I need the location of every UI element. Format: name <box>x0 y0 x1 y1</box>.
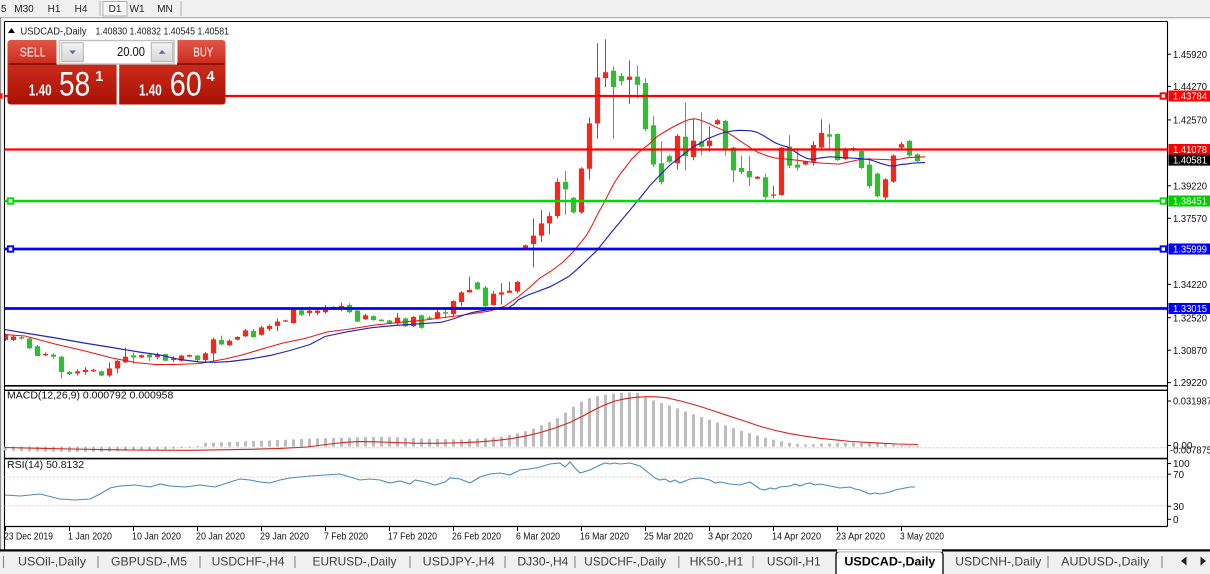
svg-text:10 Jan 2020: 10 Jan 2020 <box>132 532 181 543</box>
svg-text:1.37570: 1.37570 <box>1173 214 1207 225</box>
svg-text:EURUSD-,Daily: EURUSD-,Daily <box>313 555 397 569</box>
svg-text:0: 0 <box>1173 515 1179 526</box>
svg-text:58: 58 <box>59 66 90 104</box>
svg-text:DJ30-,H4: DJ30-,H4 <box>517 555 568 569</box>
svg-text:USDCAD-,Daily: USDCAD-,Daily <box>844 555 935 569</box>
svg-text:60: 60 <box>170 66 202 104</box>
svg-text:29 Jan 2020: 29 Jan 2020 <box>260 532 309 543</box>
svg-text:USDCNH-,Daily: USDCNH-,Daily <box>955 555 1041 569</box>
svg-text:3 May 2020: 3 May 2020 <box>900 532 944 543</box>
svg-text:100: 100 <box>1173 459 1190 470</box>
svg-text:USOil-,H1: USOil-,H1 <box>767 555 821 569</box>
svg-text:26 Feb 2020: 26 Feb 2020 <box>452 532 501 543</box>
svg-text:0.00: 0.00 <box>1173 441 1193 452</box>
svg-text:5: 5 <box>1 4 7 15</box>
svg-text:1 Jan 2020: 1 Jan 2020 <box>68 532 112 543</box>
svg-text:1.29220: 1.29220 <box>1173 378 1207 389</box>
svg-text:16 Mar 2020: 16 Mar 2020 <box>580 532 629 543</box>
svg-text:6 Mar 2020: 6 Mar 2020 <box>516 532 560 543</box>
svg-text:USDJPY-,H4: USDJPY-,H4 <box>423 555 495 569</box>
svg-text:1.40830 1.40832 1.40545 1.4058: 1.40830 1.40832 1.40545 1.40581 <box>96 25 230 37</box>
svg-text:M30: M30 <box>14 4 34 15</box>
svg-text:D1: D1 <box>109 4 122 15</box>
svg-text:1.43784: 1.43784 <box>1173 92 1207 103</box>
svg-text:20 Jan 2020: 20 Jan 2020 <box>196 532 245 543</box>
svg-text:20.00: 20.00 <box>117 45 145 59</box>
svg-text:1.30870: 1.30870 <box>1173 346 1207 357</box>
svg-text:14 Apr 2020: 14 Apr 2020 <box>772 532 821 543</box>
svg-text:1.41078: 1.41078 <box>1173 145 1207 156</box>
svg-text:1.45920: 1.45920 <box>1173 50 1207 61</box>
svg-text:1.33015: 1.33015 <box>1173 304 1207 315</box>
svg-text:70: 70 <box>1173 470 1185 481</box>
svg-text:1.39220: 1.39220 <box>1173 181 1207 192</box>
svg-text:H1: H1 <box>48 4 61 15</box>
svg-text:USOil-,Daily: USOil-,Daily <box>18 555 86 569</box>
svg-text:0.031987: 0.031987 <box>1173 397 1210 408</box>
svg-text:MACD(12,26,9) 0.000792 0.00095: MACD(12,26,9) 0.000792 0.000958 <box>7 390 174 402</box>
svg-text:17 Feb 2020: 17 Feb 2020 <box>388 532 437 543</box>
svg-text:-0.007875: -0.007875 <box>1170 446 1210 457</box>
svg-text:1.44270: 1.44270 <box>1173 82 1207 93</box>
svg-text:SELL: SELL <box>20 45 46 60</box>
svg-text:USDCHF-,Daily: USDCHF-,Daily <box>584 555 666 569</box>
svg-text:RSI(14) 50.8132: RSI(14) 50.8132 <box>7 459 84 471</box>
svg-text:MN: MN <box>157 4 173 15</box>
svg-text:AUDUSD-,Daily: AUDUSD-,Daily <box>1061 555 1149 569</box>
svg-text:H4: H4 <box>75 4 88 15</box>
svg-text:23 Dec 2019: 23 Dec 2019 <box>4 532 53 543</box>
svg-text:23 Apr 2020: 23 Apr 2020 <box>836 532 885 543</box>
svg-text:1: 1 <box>95 69 103 85</box>
svg-text:1.38451: 1.38451 <box>1173 197 1207 208</box>
svg-text:25 Mar 2020: 25 Mar 2020 <box>644 532 693 543</box>
svg-text:1.40: 1.40 <box>139 83 162 100</box>
svg-text:1.34220: 1.34220 <box>1173 280 1207 291</box>
svg-text:HK50-,H1: HK50-,H1 <box>690 555 744 569</box>
svg-text:30: 30 <box>1173 502 1185 513</box>
svg-text:3 Apr 2020: 3 Apr 2020 <box>708 532 752 543</box>
svg-text:USDCHF-,H4: USDCHF-,H4 <box>212 555 285 569</box>
svg-text:1.32520: 1.32520 <box>1173 313 1207 324</box>
svg-text:1.40581: 1.40581 <box>1173 156 1207 167</box>
svg-text:7 Feb 2020: 7 Feb 2020 <box>324 532 368 543</box>
svg-text:4: 4 <box>207 69 215 85</box>
svg-text:1.35999: 1.35999 <box>1173 245 1207 256</box>
svg-text:USDCAD-,Daily: USDCAD-,Daily <box>21 25 88 37</box>
svg-text:1.42570: 1.42570 <box>1173 116 1207 127</box>
svg-text:W1: W1 <box>130 4 145 15</box>
svg-text:BUY: BUY <box>193 45 213 60</box>
svg-text:GBPUSD-,M5: GBPUSD-,M5 <box>111 555 187 569</box>
svg-text:1.40: 1.40 <box>29 83 52 100</box>
